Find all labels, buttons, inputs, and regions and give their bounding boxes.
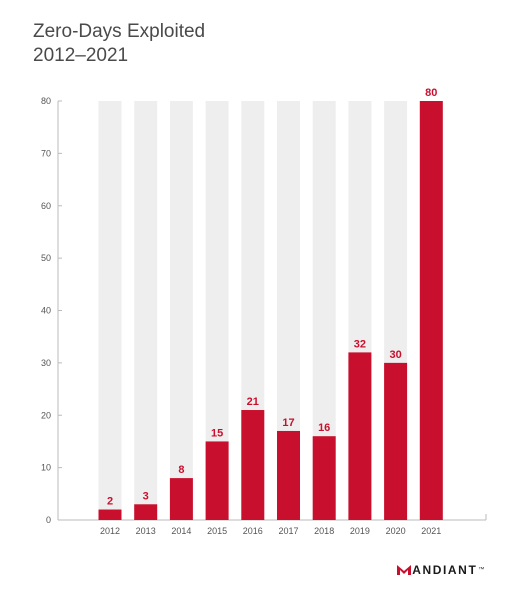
x-tick-label-2013: 2013 <box>136 526 156 536</box>
bar-2016 <box>241 410 265 520</box>
bar-track-2013 <box>134 101 158 520</box>
bar-2014 <box>169 478 193 520</box>
mandiant-logo: ANDIANT ™ <box>397 563 486 577</box>
bar-2018 <box>312 436 336 520</box>
x-tick-label-2019: 2019 <box>350 526 370 536</box>
data-label-2021: 80 <box>425 87 437 99</box>
bar-2015 <box>205 441 229 520</box>
y-tick-label-80: 80 <box>41 96 51 106</box>
data-label-2019: 32 <box>354 338 366 350</box>
data-label-2017: 17 <box>282 417 294 429</box>
bar-2013 <box>134 504 158 520</box>
y-tick-label-40: 40 <box>41 306 51 316</box>
chart-title-line1: Zero-Days Exploited <box>33 21 206 42</box>
y-tick-label-0: 0 <box>46 515 51 525</box>
y-tick-label-20: 20 <box>41 410 51 420</box>
bar-track-2018 <box>312 101 336 520</box>
bar-2012 <box>98 509 122 520</box>
data-label-2016: 21 <box>247 396 259 408</box>
bar-track-2014 <box>169 101 193 520</box>
y-tick-label-30: 30 <box>41 358 51 368</box>
chart-title: Zero-Days Exploited 2012–2021 <box>33 20 205 68</box>
x-tick-label-2018: 2018 <box>314 526 334 536</box>
x-tick-label-2016: 2016 <box>243 526 263 536</box>
x-tick-label-2015: 2015 <box>207 526 227 536</box>
chart-title-line2: 2012–2021 <box>33 45 129 66</box>
y-tick-label-50: 50 <box>41 253 51 263</box>
bar-track-2012 <box>98 101 122 520</box>
bar-track-2017 <box>277 101 300 520</box>
brand-name: ANDIANT <box>412 563 478 577</box>
bar-2021 <box>419 101 443 520</box>
data-label-2020: 30 <box>389 349 401 361</box>
y-tick-label-60: 60 <box>41 201 51 211</box>
bar-2019 <box>348 352 372 520</box>
y-tick-label-10: 10 <box>41 463 51 473</box>
data-label-2018: 16 <box>318 422 330 434</box>
x-tick-label-2014: 2014 <box>171 526 191 536</box>
data-label-2013: 3 <box>143 490 149 502</box>
x-tick-label-2021: 2021 <box>421 526 441 536</box>
x-tick-label-2017: 2017 <box>278 526 298 536</box>
brand-trademark: ™ <box>478 567 486 573</box>
x-tick-label-2012: 2012 <box>100 526 120 536</box>
mandiant-m-icon <box>397 565 412 575</box>
x-tick-label-2020: 2020 <box>386 526 406 536</box>
bar-2017 <box>277 430 300 520</box>
data-label-2012: 2 <box>107 496 113 508</box>
data-label-2015: 15 <box>211 427 223 439</box>
bar-track-2015 <box>205 101 229 520</box>
y-tick-label-70: 70 <box>41 148 51 158</box>
bar-2020 <box>384 362 408 520</box>
data-label-2014: 8 <box>178 464 184 476</box>
